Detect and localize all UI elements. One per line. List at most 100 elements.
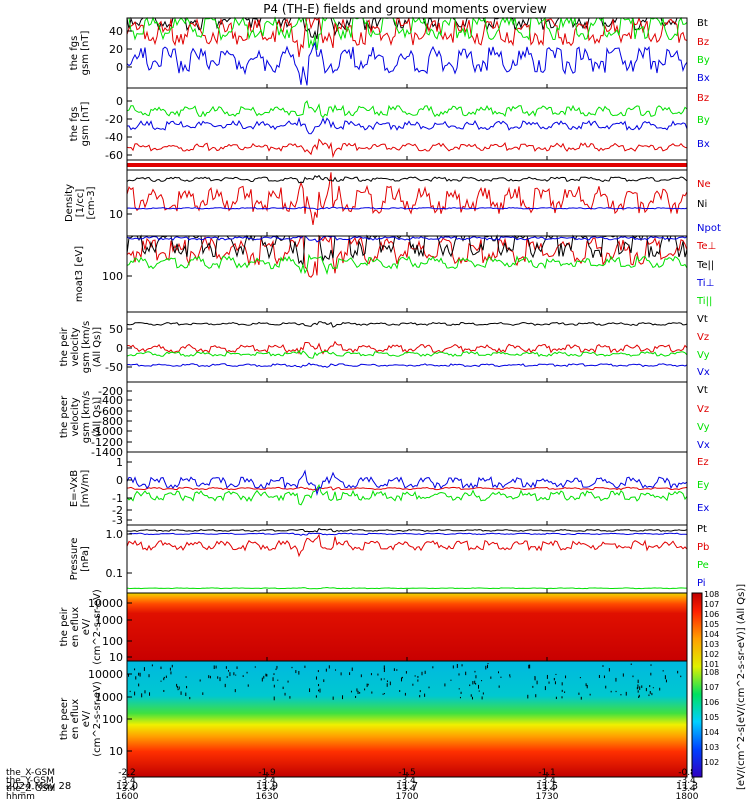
y-axis-label: eV/ xyxy=(81,618,92,635)
spectrogram-speck xyxy=(226,676,228,678)
x-row-label: the_Y-GSM xyxy=(6,776,54,786)
spectrogram-speck xyxy=(589,693,591,696)
spectrogram-speck xyxy=(371,691,373,694)
colorbar-label: [eV/(cm^2-s[eV/(cm^2-s-sr-eV)] (All Qs)] xyxy=(736,584,747,790)
spectrogram-speck xyxy=(323,679,325,683)
x-row-value: -1.9 xyxy=(258,768,276,778)
spectrogram-speck xyxy=(554,681,556,685)
panel-11: 10000 1000 100 10 the peer en eflux eV/(cm^2-s… xyxy=(59,660,688,778)
y-axis-label: gsm [km/s xyxy=(81,321,92,374)
x-row-value: -3.4 xyxy=(678,784,696,794)
spectrogram-speck xyxy=(412,683,414,686)
spectrogram-speck xyxy=(224,683,226,688)
spectrogram-speck xyxy=(377,673,379,676)
spectrogram-speck xyxy=(180,691,182,695)
spectrogram-speck xyxy=(544,686,546,691)
y-tick-label: -1400 xyxy=(91,446,123,459)
spectrogram-speck xyxy=(561,682,563,686)
y-tick-label: -1000 xyxy=(91,425,123,438)
spectrogram-speck xyxy=(128,673,130,677)
x-tick-label: 11.7 xyxy=(396,781,418,792)
series-line-By xyxy=(126,100,688,119)
spectrogram-speck xyxy=(400,677,402,682)
series-line-By xyxy=(127,16,688,50)
colorbar-tick: 104 xyxy=(704,630,719,639)
y-tick-label: 0.1 xyxy=(106,567,124,580)
spectrogram-speck xyxy=(383,678,385,680)
x-row-value: 1730 xyxy=(536,792,559,800)
spectrogram-speck xyxy=(625,691,627,696)
x-row-value: 1700 xyxy=(396,792,419,800)
x-row-value: -3.4 xyxy=(538,784,556,794)
spectrogram-speck xyxy=(630,663,632,665)
spectrogram-speck xyxy=(135,676,137,680)
spectrogram-speck xyxy=(351,667,353,671)
legend-Ez: Ez xyxy=(697,457,709,468)
spectrogram-speck xyxy=(383,692,385,695)
spectrogram-speck xyxy=(662,670,664,672)
x-row-value: -1.5 xyxy=(398,768,416,778)
series-line-Pb xyxy=(126,533,688,558)
y-axis-label: (All Qs)] xyxy=(92,397,103,437)
spectrogram-speck xyxy=(586,684,588,689)
x-row-value: -3.4 xyxy=(398,776,416,786)
y-axis-label: gsm [km/s xyxy=(81,391,92,444)
y-axis-label: the peir xyxy=(59,327,70,367)
spectrogram-speck xyxy=(546,674,548,679)
legend-Vz: Vz xyxy=(697,404,709,415)
series-line-Vy xyxy=(126,349,688,359)
spectrogram-speck xyxy=(424,670,426,674)
spectrogram-speck xyxy=(359,691,361,694)
legend-Ti⊥: Ti⊥ xyxy=(696,278,714,289)
spectrogram-speck xyxy=(620,694,622,696)
legend-Pb: Pb xyxy=(697,542,709,553)
spectrogram-speck xyxy=(564,691,566,693)
spectrogram-speck xyxy=(263,675,265,679)
colorbar-tick: 104 xyxy=(704,728,719,737)
spectrogram-speck xyxy=(291,666,293,669)
series-line-Bx xyxy=(126,41,688,86)
x-row-value: -3.4 xyxy=(118,784,136,794)
spectrogram-speck xyxy=(553,677,555,681)
spectrogram-speck xyxy=(215,665,217,669)
colorbar-tick: 106 xyxy=(704,610,719,619)
spectrogram-speck xyxy=(169,667,171,671)
legend-Vy: Vy xyxy=(697,350,710,361)
spectrogram-speck xyxy=(561,696,563,699)
colorbar-tick: 107 xyxy=(704,600,719,609)
spectrogram-speck xyxy=(266,674,268,677)
spectrogram-speck xyxy=(498,685,500,688)
spectrogram-speck xyxy=(177,688,179,691)
spectrogram-speck xyxy=(380,678,382,681)
y-tick-label: -20 xyxy=(105,113,123,126)
y-axis-label: [cm-3] xyxy=(86,186,97,219)
y-tick-label: 1000 xyxy=(95,691,123,704)
spectrogram-speck xyxy=(366,683,368,688)
legend-By: By xyxy=(697,55,710,66)
spectrogram-speck xyxy=(176,683,178,687)
spectrogram-speck xyxy=(229,672,231,677)
spectrogram-speck xyxy=(509,676,511,678)
spectrogram-speck xyxy=(209,675,211,679)
spectrogram-speck xyxy=(665,679,667,683)
y-tick-label: 0 xyxy=(116,474,123,487)
legend-Vx: Vx xyxy=(697,367,710,378)
panel-2: 0 -20 -40 -60 the fgs gsm [nT] Bz By Bx xyxy=(69,87,710,162)
spectrogram-speck xyxy=(335,669,337,671)
spectrogram-speck xyxy=(651,692,653,696)
spectrogram-speck xyxy=(652,687,654,689)
spectrogram-speck xyxy=(459,696,461,699)
series-line-Bz xyxy=(126,138,688,159)
spectrogram-speck xyxy=(608,668,610,672)
spectrogram-speck xyxy=(143,667,145,671)
y-axis-label: velocity xyxy=(70,397,81,436)
y-axis-label: Density xyxy=(64,184,75,222)
spectrogram-speck xyxy=(332,696,334,700)
spectrogram-speck xyxy=(383,665,385,669)
spectrogram-speck xyxy=(370,673,372,676)
y-tick-label: 1 xyxy=(116,456,123,469)
legend-Bx: Bx xyxy=(697,73,710,84)
y-axis-label: E=-VxB xyxy=(69,470,80,507)
spectrogram-speck xyxy=(419,694,421,698)
spectrogram-speck xyxy=(189,696,191,700)
